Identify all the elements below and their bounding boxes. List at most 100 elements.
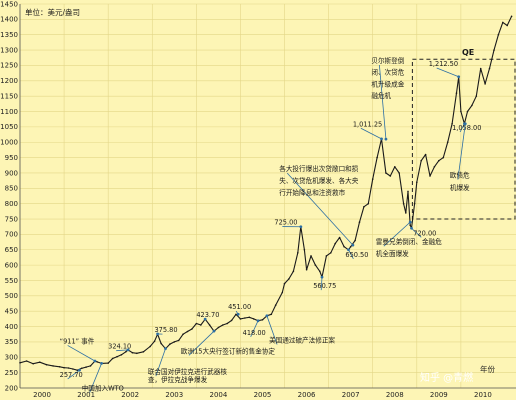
annotation-label: 324.10 bbox=[108, 343, 131, 351]
price-data-point bbox=[81, 368, 83, 370]
annotation-marker bbox=[351, 244, 354, 247]
annotation-marker bbox=[321, 276, 324, 279]
price-data-point bbox=[409, 224, 411, 226]
price-data-point bbox=[456, 92, 458, 94]
price-data-point bbox=[390, 175, 392, 177]
x-tick-label: 2008 bbox=[386, 391, 404, 399]
price-data-point bbox=[326, 255, 328, 257]
price-data-point bbox=[107, 362, 109, 364]
price-data-point bbox=[359, 221, 361, 223]
price-data-point bbox=[160, 343, 162, 345]
price-data-point bbox=[511, 15, 513, 17]
y-tick-label: 300 bbox=[5, 354, 18, 362]
price-data-point bbox=[125, 351, 127, 353]
price-data-point bbox=[484, 83, 486, 85]
price-data-point bbox=[405, 212, 407, 214]
price-data-point bbox=[429, 175, 431, 177]
y-tick-label: 450 bbox=[5, 308, 18, 316]
price-data-point bbox=[52, 365, 54, 367]
annotation-label: 失、次贷危机爆发、各大央 bbox=[279, 176, 359, 185]
price-data-point bbox=[368, 203, 370, 205]
price-data-point bbox=[288, 278, 290, 280]
price-data-point bbox=[249, 317, 251, 319]
annotation-marker bbox=[265, 314, 268, 317]
annotation-label: 423.70 bbox=[196, 311, 219, 319]
annotation-label: 美国通过破产法修正案 bbox=[269, 336, 335, 345]
x-tick-label: 2010 bbox=[474, 391, 492, 399]
annotation-label: 行开始降息和注资救市 bbox=[279, 188, 345, 197]
price-data-point bbox=[414, 203, 416, 205]
price-data-point bbox=[96, 361, 98, 363]
price-data-point bbox=[240, 318, 242, 320]
price-data-point bbox=[226, 323, 228, 325]
annotation-label: 451.00 bbox=[228, 303, 251, 311]
x-tick-label: 2007 bbox=[342, 391, 360, 399]
price-data-point bbox=[394, 166, 396, 168]
price-data-point bbox=[231, 320, 233, 322]
price-data-point bbox=[200, 324, 202, 326]
annotation-label: 欧洲15大央行签订新的售金协定 bbox=[181, 346, 276, 355]
price-data-point bbox=[63, 367, 65, 369]
price-data-point bbox=[182, 333, 184, 335]
annotation-label: “911” 事件 bbox=[60, 336, 95, 345]
price-data-point bbox=[330, 252, 332, 254]
price-data-point bbox=[460, 111, 462, 113]
price-data-point bbox=[262, 319, 264, 321]
x-tick-label: 2009 bbox=[430, 391, 448, 399]
x-tick-label: 2000 bbox=[33, 391, 51, 399]
annotation-label: 中国加入WTO bbox=[82, 383, 124, 392]
y-tick-label: 250 bbox=[5, 369, 18, 377]
price-data-point bbox=[19, 362, 21, 364]
annotation-label: 闭、次贷危 bbox=[371, 68, 404, 77]
watermark-text: 知乎 @青燃 bbox=[420, 371, 473, 384]
x-axis-label: 年份 bbox=[480, 364, 495, 374]
y-tick-label: 400 bbox=[5, 323, 18, 331]
y-tick-label: 700 bbox=[5, 231, 18, 239]
unit-label: 单位：美元/盎司 bbox=[25, 7, 80, 17]
price-data-point bbox=[407, 191, 409, 193]
y-tick-label: 1150 bbox=[0, 92, 18, 100]
y-tick-label: 950 bbox=[5, 154, 18, 162]
annotation-label: 机升级成金 bbox=[371, 79, 404, 88]
y-tick-label: 1400 bbox=[0, 16, 18, 24]
annotation-marker bbox=[164, 347, 167, 350]
x-tick-label: 2004 bbox=[209, 391, 227, 399]
annotation-marker bbox=[409, 221, 412, 224]
price-data-point bbox=[350, 246, 352, 248]
annotation-label: 1,011.25 bbox=[353, 120, 382, 128]
annotation-marker bbox=[257, 319, 260, 322]
price-data-point bbox=[112, 358, 114, 360]
annotation-label: 1,212.50 bbox=[429, 60, 458, 68]
annotation-marker bbox=[380, 137, 383, 140]
price-data-point bbox=[209, 324, 211, 326]
price-data-point bbox=[363, 206, 365, 208]
price-data-point bbox=[85, 366, 87, 368]
price-data-point bbox=[304, 249, 306, 251]
y-tick-label: 500 bbox=[5, 292, 18, 300]
price-data-point bbox=[132, 352, 134, 354]
price-data-point bbox=[334, 243, 336, 245]
annotation-label: 联合国对伊拉克进行武器核 bbox=[148, 367, 228, 376]
price-data-point bbox=[271, 314, 273, 316]
price-data-point bbox=[68, 367, 70, 369]
price-data-point bbox=[319, 271, 321, 273]
price-data-point bbox=[425, 154, 427, 156]
price-data-point bbox=[187, 331, 189, 333]
price-data-point bbox=[235, 314, 237, 316]
y-tick-label: 850 bbox=[5, 185, 18, 193]
x-tick-label: 2003 bbox=[165, 391, 183, 399]
price-data-point bbox=[174, 341, 176, 343]
price-data-point bbox=[506, 25, 508, 27]
price-data-point bbox=[284, 283, 286, 285]
price-data-point bbox=[282, 292, 284, 294]
annotation-marker bbox=[213, 330, 216, 333]
annotation-label: 418.00 bbox=[243, 329, 266, 337]
annotation-label: 雷曼兄弟倒闭、金融危 bbox=[376, 237, 442, 246]
y-tick-label: 650 bbox=[5, 246, 18, 254]
y-tick-label: 1050 bbox=[0, 123, 18, 131]
price-data-point bbox=[306, 269, 308, 271]
annotation-label: 560.75 bbox=[313, 282, 336, 290]
price-data-point bbox=[385, 172, 387, 174]
price-data-point bbox=[354, 240, 356, 242]
